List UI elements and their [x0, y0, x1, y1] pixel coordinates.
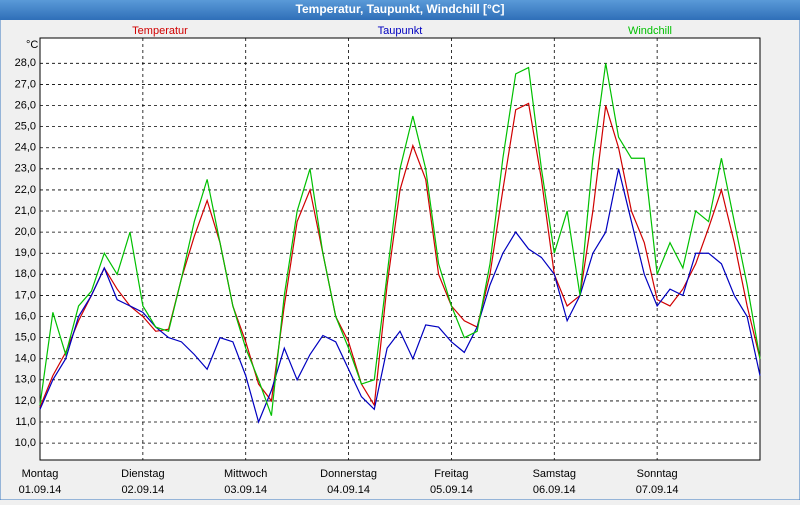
y-tick-label: 21,0 — [15, 205, 36, 217]
y-tick-label: 14,0 — [15, 353, 36, 365]
y-tick-label: 15,0 — [15, 332, 36, 344]
y-tick-label: 11,0 — [15, 416, 36, 428]
y-tick-label: 16,0 — [15, 310, 36, 322]
y-tick-label: 22,0 — [15, 184, 36, 196]
x-tick-date: 06.09.14 — [533, 484, 576, 496]
y-tick-label: 27,0 — [15, 78, 36, 90]
y-tick-label: 10,0 — [15, 437, 36, 449]
series-line — [39, 168, 761, 424]
x-tick-label: Mittwoch — [224, 468, 267, 480]
y-tick-label: 12,0 — [15, 395, 36, 407]
x-tick-label: Samstag — [533, 468, 576, 480]
chart-title: Temperatur, Taupunkt, Windchill [°C] — [296, 2, 505, 16]
y-tick-label: 24,0 — [15, 142, 36, 154]
x-tick-label: Donnerstag — [320, 468, 377, 480]
legend-label: Temperatur — [132, 25, 188, 37]
y-tick-label: 18,0 — [15, 268, 36, 280]
x-tick-date: 01.09.14 — [19, 484, 62, 496]
y-tick-label: 25,0 — [15, 121, 36, 133]
x-tick-label: Freitag — [434, 468, 468, 480]
y-tick-label: 20,0 — [15, 226, 36, 238]
x-tick-date: 02.09.14 — [121, 484, 164, 496]
x-tick-date: 07.09.14 — [636, 484, 679, 496]
y-tick-label: 19,0 — [15, 247, 36, 259]
legend-label: Taupunkt — [378, 25, 423, 37]
title-bar — [0, 0, 800, 20]
x-tick-date: 05.09.14 — [430, 484, 473, 496]
x-tick-label: Dienstag — [121, 468, 164, 480]
x-tick-label: Montag — [22, 468, 59, 480]
plot-area — [39, 37, 761, 461]
y-tick-label: 28,0 — [15, 57, 36, 69]
y-tick-label: 13,0 — [15, 374, 36, 386]
legend-label: Windchill — [628, 25, 672, 37]
x-tick-date: 04.09.14 — [327, 484, 370, 496]
y-tick-label: 26,0 — [15, 99, 36, 111]
x-tick-date: 03.09.14 — [224, 484, 267, 496]
y-tick-label: 23,0 — [15, 163, 36, 175]
x-tick-label: Sonntag — [637, 468, 678, 480]
y-unit: °C — [26, 39, 38, 51]
series-line — [39, 63, 761, 416]
y-tick-label: 17,0 — [15, 289, 36, 301]
